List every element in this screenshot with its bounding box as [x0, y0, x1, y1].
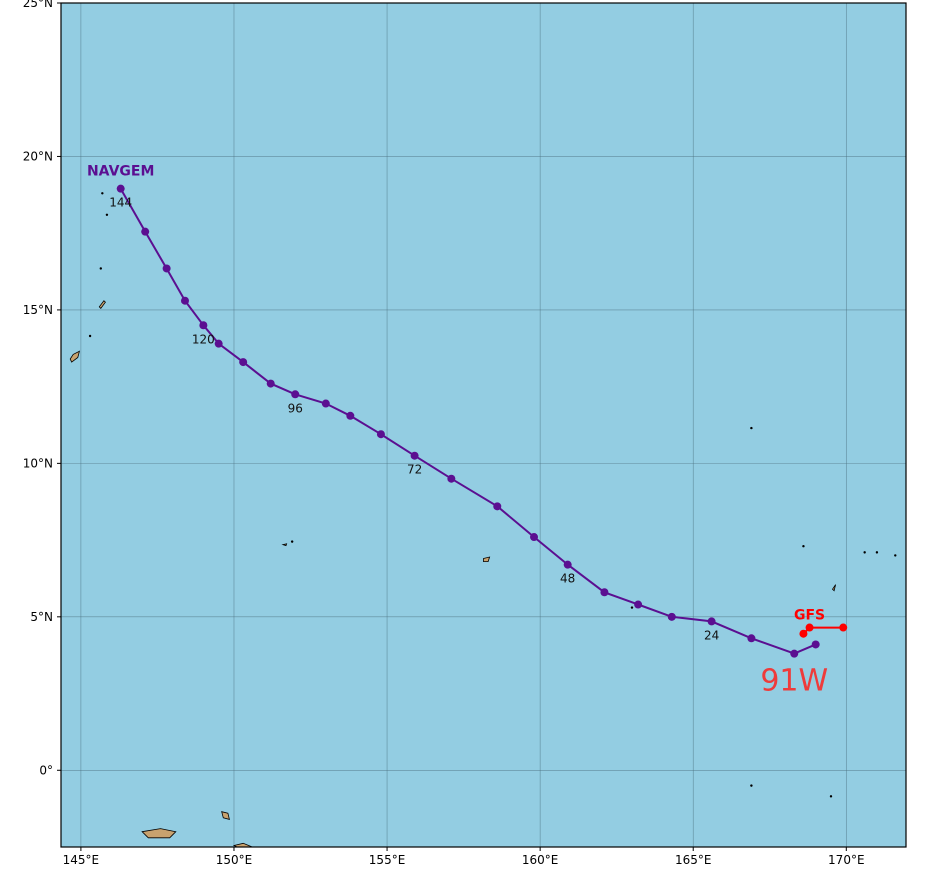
lon-tick-label: 145°E	[63, 853, 100, 867]
track-point	[600, 588, 609, 597]
lon-tick-label: 150°E	[216, 853, 253, 867]
islet	[88, 334, 92, 338]
lon-tick-label: 165°E	[675, 853, 712, 867]
lon-tick-label: 160°E	[522, 853, 559, 867]
lat-tick-label: 10°N	[23, 456, 53, 470]
model-name-label: GFS	[794, 608, 825, 624]
track-point	[563, 560, 572, 569]
track-point	[667, 612, 676, 621]
ocean-background	[61, 3, 906, 847]
island	[483, 556, 491, 562]
track-point	[811, 640, 820, 649]
island	[221, 811, 230, 820]
forecast-hour-label: 48	[560, 572, 575, 586]
track-point	[747, 634, 756, 643]
track-point	[199, 321, 208, 330]
islet	[630, 606, 634, 609]
axis-ticks: 145°E 150°E 155°E 160°E 165°E 170°E 0° 5°N 10°N 1…	[23, 0, 865, 867]
track-point	[805, 623, 814, 632]
track-point	[291, 390, 300, 399]
track-point	[266, 379, 275, 388]
forecast-hour-label: 24	[704, 628, 719, 642]
islet	[750, 784, 753, 787]
islet	[894, 554, 897, 557]
track-point	[162, 264, 171, 273]
track-point	[321, 399, 330, 408]
islet	[875, 551, 879, 554]
islet	[802, 545, 805, 548]
islet	[101, 192, 104, 195]
map-frame	[60, 2, 907, 848]
track-point	[239, 358, 248, 367]
track-point	[799, 629, 808, 638]
island	[98, 300, 106, 310]
forecast-hour-label: 144	[109, 196, 132, 210]
lon-tick-label: 170°E	[828, 853, 865, 867]
land-features	[69, 192, 897, 848]
lat-tick-label: 15°N	[23, 303, 53, 317]
track-point	[376, 430, 385, 439]
island	[141, 828, 177, 839]
track-point	[493, 502, 502, 511]
track-point	[410, 451, 419, 460]
lat-tick-label: 20°N	[23, 149, 53, 163]
track-point	[707, 617, 716, 626]
islet	[105, 213, 109, 216]
track-point	[839, 623, 848, 632]
lat-tick-label: 0°	[39, 763, 53, 777]
track-point	[180, 296, 189, 305]
lat-tick-label: 5°N	[30, 610, 53, 624]
island	[69, 350, 81, 363]
track-point	[790, 649, 799, 658]
track-point	[447, 474, 456, 483]
forecast-tracks: 24 48 72 96 120 144 NAVGEM GFS	[87, 164, 848, 658]
model-name-label: NAVGEM	[87, 164, 154, 180]
track-navgem: 24 48 72 96 120 144 NAVGEM	[87, 164, 820, 658]
track-point	[116, 184, 125, 193]
forecast-hour-label: 120	[192, 332, 215, 346]
track-point	[530, 533, 539, 542]
storm-id-label: 91W	[760, 664, 828, 699]
track-gfs: GFS	[794, 608, 848, 638]
island	[281, 543, 288, 547]
track-point	[634, 600, 643, 609]
forecast-hour-label: 96	[288, 401, 303, 415]
island	[831, 584, 836, 592]
islet	[99, 267, 103, 270]
islet	[750, 426, 753, 430]
islet	[829, 795, 833, 798]
track-line	[119, 188, 817, 655]
lon-tick-label: 155°E	[369, 853, 406, 867]
lat-tick-label: 25°N	[23, 0, 53, 10]
track-point	[346, 411, 355, 420]
forecast-hour-label: 72	[407, 463, 422, 477]
islet	[290, 540, 294, 543]
track-point	[214, 339, 223, 348]
islet	[863, 551, 866, 554]
track-point	[141, 227, 150, 236]
